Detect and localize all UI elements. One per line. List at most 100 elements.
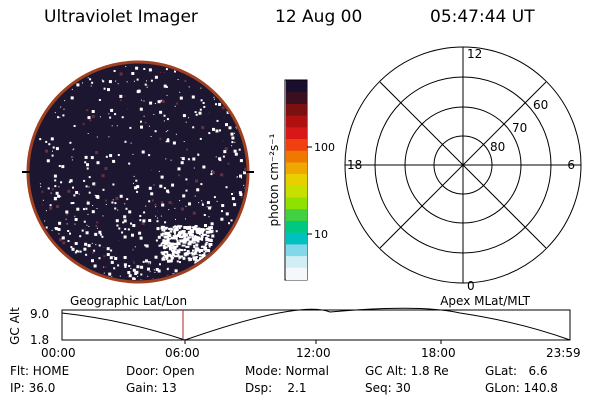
uv-speckle bbox=[200, 183, 203, 186]
color-bar-band bbox=[286, 174, 307, 187]
uv-bright-patch bbox=[201, 256, 204, 260]
uv-bright-patch bbox=[176, 239, 179, 243]
uv-bright-patch bbox=[169, 259, 173, 262]
uv-bright-patch bbox=[200, 245, 205, 248]
uv-speckle bbox=[92, 251, 95, 254]
uv-speckle bbox=[206, 201, 210, 205]
uv-speckle bbox=[174, 70, 176, 73]
color-bar-band bbox=[286, 80, 307, 93]
uv-speckle bbox=[193, 243, 195, 245]
uv-bright-patch bbox=[160, 243, 163, 247]
color-bar-band bbox=[286, 209, 307, 222]
uv-speckle bbox=[181, 157, 185, 161]
uv-bright-patch bbox=[171, 253, 175, 256]
orbit-left-title: Geographic Lat/Lon bbox=[70, 294, 187, 308]
uv-speckle bbox=[113, 70, 116, 72]
orbit-right-title: Apex MLat/MLT bbox=[440, 294, 530, 308]
uv-speckle bbox=[73, 125, 76, 127]
uv-speckle bbox=[148, 154, 151, 157]
uv-speckle bbox=[58, 221, 62, 225]
uv-speckle bbox=[239, 159, 243, 163]
uv-speckle bbox=[60, 181, 63, 184]
uv-speckle bbox=[174, 269, 178, 273]
uv-speckle bbox=[174, 207, 176, 209]
uv-bright-patch bbox=[179, 232, 182, 235]
uv-speckle bbox=[84, 155, 88, 159]
uv-speckle bbox=[166, 118, 169, 121]
uv-bright-patch bbox=[177, 253, 180, 257]
uv-bright-patch bbox=[166, 240, 170, 244]
color-bar-unit-label: photon cm⁻²s⁻¹ bbox=[267, 133, 281, 226]
uv-speckle bbox=[187, 183, 189, 185]
uv-speckle bbox=[98, 99, 101, 101]
uv-speckle bbox=[201, 126, 205, 129]
uv-speckle bbox=[110, 108, 114, 112]
uv-speckle bbox=[211, 234, 215, 238]
uv-speckle bbox=[149, 101, 153, 105]
orbit-altitude-plot bbox=[61, 307, 571, 344]
uv-speckle bbox=[131, 72, 135, 75]
uv-speckle bbox=[176, 260, 179, 263]
uv-speckle bbox=[202, 202, 204, 204]
uv-speckle bbox=[91, 110, 95, 113]
uv-speckle bbox=[212, 127, 215, 131]
uv-speckle bbox=[103, 266, 105, 268]
color-bar-band bbox=[286, 115, 307, 128]
uv-speckle bbox=[159, 110, 163, 114]
uv-speckle bbox=[243, 184, 245, 186]
uv-bright-patch bbox=[168, 227, 173, 230]
uv-speckle bbox=[187, 158, 190, 161]
color-bar-band bbox=[286, 103, 307, 117]
uv-speckle bbox=[70, 202, 73, 205]
uv-bright-patch bbox=[160, 227, 164, 230]
uv-speckle bbox=[145, 205, 147, 207]
uv-speckle bbox=[70, 246, 73, 249]
uv-bright-patch bbox=[204, 250, 207, 253]
uv-speckle bbox=[225, 211, 227, 213]
uv-bright-patch bbox=[182, 256, 185, 260]
uv-speckle bbox=[159, 184, 163, 188]
uv-speckle bbox=[119, 94, 123, 98]
uv-speckle bbox=[102, 188, 105, 191]
uv-speckle bbox=[91, 114, 95, 118]
uv-image-speckles bbox=[39, 66, 246, 280]
uv-speckle bbox=[202, 165, 206, 169]
uv-speckle bbox=[208, 226, 210, 227]
uv-bright-patch bbox=[179, 249, 184, 251]
uv-speckle bbox=[71, 88, 73, 90]
uv-speckle bbox=[159, 137, 162, 140]
uv-speckle bbox=[117, 154, 120, 156]
uv-speckle bbox=[216, 119, 219, 122]
uv-speckle bbox=[69, 232, 71, 235]
uv-speckle bbox=[96, 208, 98, 209]
uv-speckle bbox=[114, 207, 117, 210]
uv-speckle bbox=[210, 238, 212, 240]
uv-speckle bbox=[123, 263, 127, 267]
uv-speckle bbox=[215, 230, 218, 233]
uv-speckle bbox=[108, 113, 110, 115]
uv-speckle bbox=[50, 192, 52, 194]
uv-bright-patch bbox=[183, 231, 186, 235]
uv-speckle bbox=[119, 275, 121, 277]
uv-bright-patch bbox=[190, 233, 194, 237]
uv-speckle bbox=[133, 182, 134, 184]
uv-speckle bbox=[84, 161, 87, 164]
uv-speckle bbox=[115, 219, 119, 223]
uv-bright-patch bbox=[198, 230, 203, 234]
uv-bright-patch bbox=[195, 256, 198, 258]
uv-speckle bbox=[141, 99, 143, 101]
uv-speckle bbox=[67, 230, 70, 232]
status-gc-alt: GC Alt: 1.8 Re bbox=[365, 364, 449, 378]
mlt-label-12: 12 bbox=[467, 47, 482, 61]
uv-bright-patch bbox=[191, 251, 194, 254]
uv-speckle bbox=[96, 161, 100, 165]
uv-bright-patch bbox=[161, 232, 166, 235]
uv-speckle bbox=[142, 219, 146, 223]
uv-speckle bbox=[93, 264, 97, 268]
uv-bright-patch bbox=[193, 257, 197, 261]
uv-speckle bbox=[133, 80, 135, 82]
uv-speckle bbox=[93, 249, 96, 252]
uv-speckle bbox=[188, 86, 190, 88]
uv-bright-patch bbox=[175, 227, 179, 229]
uv-speckle bbox=[194, 249, 198, 253]
